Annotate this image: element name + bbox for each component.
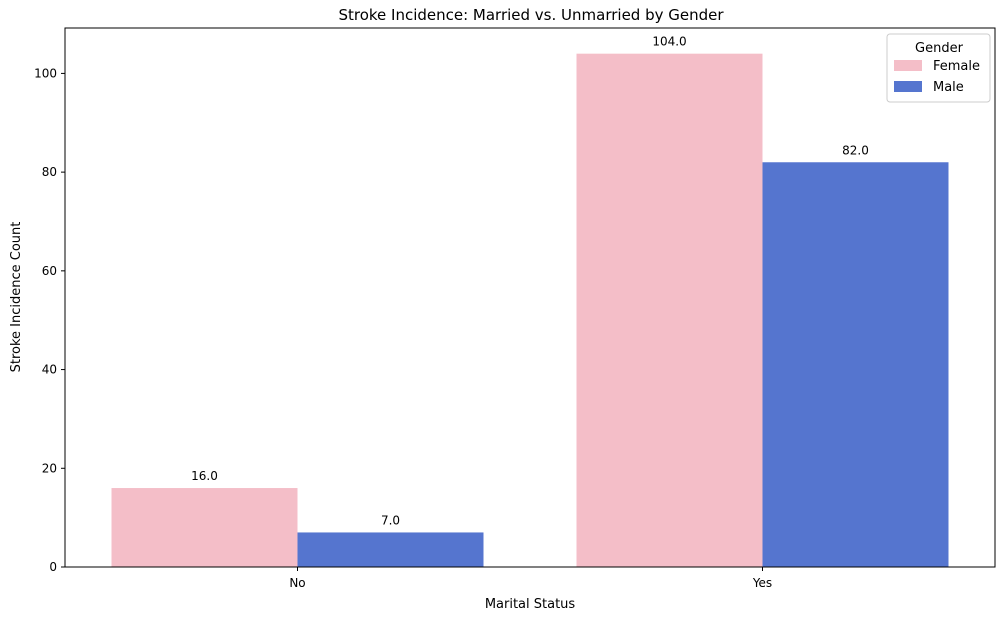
y-tick-label: 0 bbox=[49, 560, 57, 574]
x-tick-label: No bbox=[289, 576, 305, 590]
bar-female-no bbox=[111, 488, 298, 567]
data-label: 104.0 bbox=[652, 35, 686, 49]
x-tick-label: Yes bbox=[752, 576, 772, 590]
y-tick-label: 20 bbox=[42, 461, 57, 475]
chart-title: Stroke Incidence: Married vs. Unmarried … bbox=[338, 6, 724, 24]
legend-label-female: Female bbox=[933, 59, 980, 74]
bar-female-yes bbox=[576, 53, 763, 568]
legend-swatch-male bbox=[894, 81, 922, 92]
legend-label-male: Male bbox=[933, 80, 964, 95]
plot-area: 16.0 7.0 No 104.0 82.0 Yes 0 20 40 60 80 100 bbox=[34, 35, 949, 590]
y-tick-label: 40 bbox=[42, 363, 57, 377]
bar-male-no bbox=[297, 532, 484, 567]
y-axis-label: Stroke Incidence Count bbox=[9, 222, 24, 373]
y-tick-label: 80 bbox=[42, 165, 57, 179]
data-label: 82.0 bbox=[842, 143, 869, 157]
bar-male-yes bbox=[762, 162, 949, 567]
plot-frame bbox=[64, 27, 996, 568]
x-axis-label: Marital Status bbox=[485, 597, 576, 612]
legend: Gender Female Male bbox=[886, 33, 991, 103]
data-label: 7.0 bbox=[381, 513, 400, 527]
y-tick-label: 100 bbox=[34, 66, 57, 80]
y-tick-label: 60 bbox=[42, 264, 57, 278]
data-label: 16.0 bbox=[191, 469, 218, 483]
legend-swatch-female bbox=[894, 60, 922, 71]
legend-title: Gender bbox=[915, 41, 964, 56]
